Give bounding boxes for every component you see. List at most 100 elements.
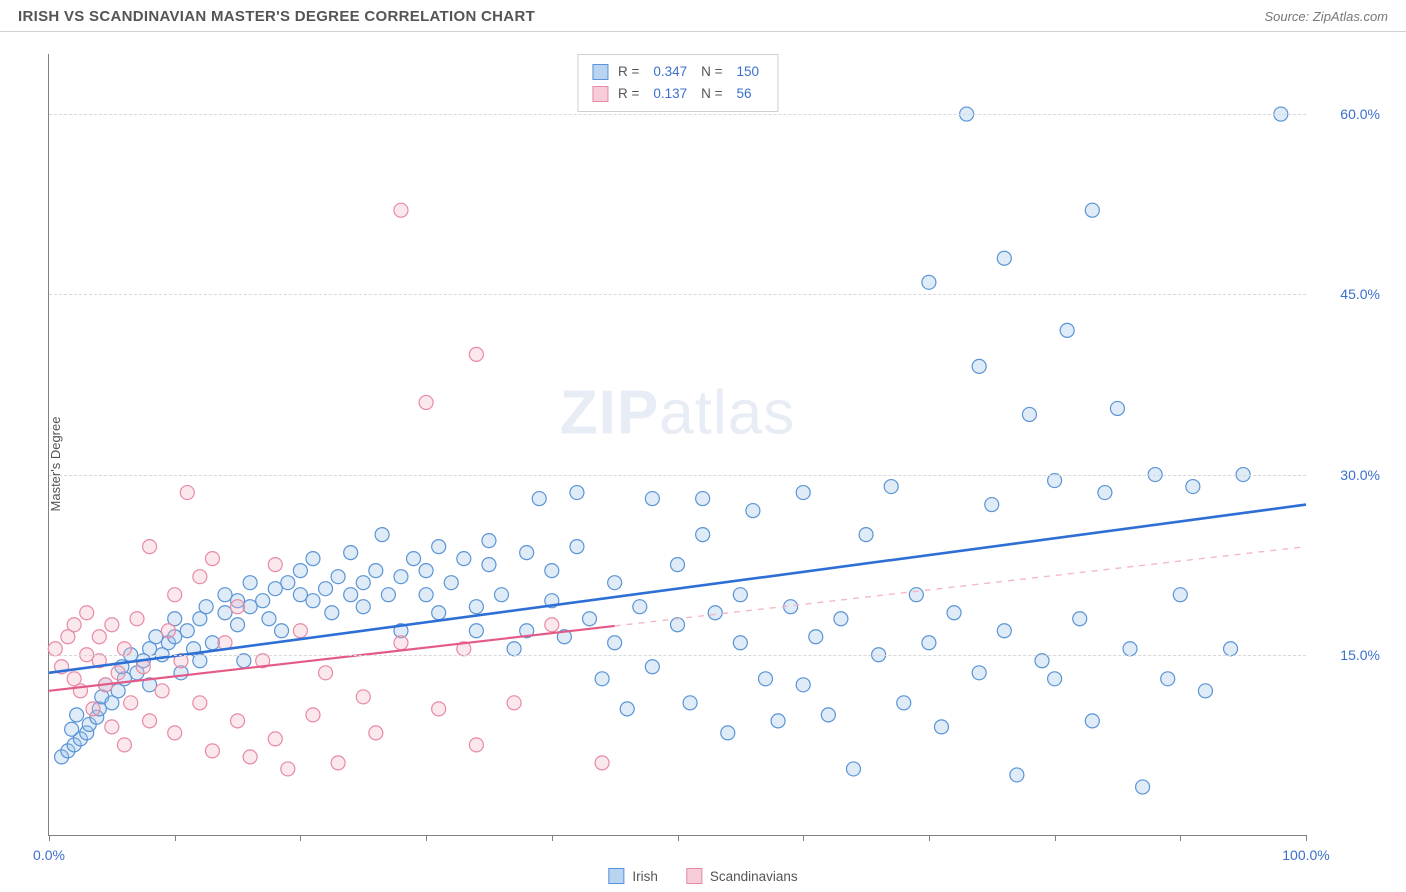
scatter-point bbox=[306, 552, 320, 566]
scatter-point bbox=[124, 696, 138, 710]
scatter-point bbox=[771, 714, 785, 728]
x-tick bbox=[1180, 835, 1181, 841]
scatter-point bbox=[520, 546, 534, 560]
scatter-point bbox=[168, 588, 182, 602]
scatter-point bbox=[608, 636, 622, 650]
scatter-point bbox=[997, 251, 1011, 265]
scatter-point bbox=[48, 642, 62, 656]
scatter-point bbox=[469, 347, 483, 361]
legend-swatch bbox=[686, 868, 702, 884]
scatter-point bbox=[293, 624, 307, 638]
scatter-point bbox=[1035, 654, 1049, 668]
legend-swatch bbox=[608, 868, 624, 884]
scatter-point bbox=[268, 558, 282, 572]
scatter-point bbox=[721, 726, 735, 740]
scatter-point bbox=[733, 588, 747, 602]
scatter-point bbox=[218, 606, 232, 620]
x-tick-label: 0.0% bbox=[33, 847, 65, 863]
y-tick-label: 15.0% bbox=[1314, 647, 1380, 663]
scatter-point bbox=[746, 504, 760, 518]
scatter-point bbox=[683, 696, 697, 710]
scatter-point bbox=[821, 708, 835, 722]
scatter-point bbox=[65, 722, 79, 736]
y-tick-label: 60.0% bbox=[1314, 106, 1380, 122]
scatter-point bbox=[583, 612, 597, 626]
scatter-point bbox=[306, 708, 320, 722]
scatter-point bbox=[972, 666, 986, 680]
scatter-point bbox=[1173, 588, 1187, 602]
scatter-point bbox=[143, 714, 157, 728]
regression-line bbox=[49, 505, 1306, 673]
chart-source: Source: ZipAtlas.com bbox=[1264, 9, 1388, 24]
x-tick bbox=[426, 835, 427, 841]
scatter-point bbox=[394, 570, 408, 584]
scatter-point bbox=[708, 606, 722, 620]
scatter-point bbox=[985, 498, 999, 512]
plot-region: ZIPatlas R =0.347N =150R =0.137N =56 15.… bbox=[48, 54, 1306, 836]
scatter-point bbox=[1073, 612, 1087, 626]
x-tick-label: 100.0% bbox=[1282, 847, 1329, 863]
scatter-point bbox=[155, 684, 169, 698]
scatter-point bbox=[545, 618, 559, 632]
scatter-point bbox=[834, 612, 848, 626]
scatter-point bbox=[218, 588, 232, 602]
scatter-point bbox=[205, 636, 219, 650]
scatter-point bbox=[1186, 480, 1200, 494]
x-tick bbox=[175, 835, 176, 841]
scatter-point bbox=[231, 600, 245, 614]
scatter-point bbox=[331, 756, 345, 770]
scatter-point bbox=[922, 636, 936, 650]
scatter-point bbox=[130, 612, 144, 626]
scatter-point bbox=[671, 618, 685, 632]
scatter-point bbox=[117, 738, 131, 752]
scatter-point bbox=[231, 714, 245, 728]
scatter-point bbox=[1085, 714, 1099, 728]
scatter-point bbox=[972, 359, 986, 373]
y-tick-label: 45.0% bbox=[1314, 286, 1380, 302]
scatter-point bbox=[1060, 323, 1074, 337]
scatter-point bbox=[407, 552, 421, 566]
scatter-point bbox=[897, 696, 911, 710]
chart-header: IRISH VS SCANDINAVIAN MASTER'S DEGREE CO… bbox=[0, 0, 1406, 32]
scatter-point bbox=[1022, 407, 1036, 421]
scatter-point bbox=[419, 564, 433, 578]
scatter-point bbox=[231, 618, 245, 632]
x-tick bbox=[803, 835, 804, 841]
legend-label: Scandinavians bbox=[710, 869, 798, 884]
scatter-point bbox=[356, 690, 370, 704]
scatter-point bbox=[1010, 768, 1024, 782]
scatter-point bbox=[796, 486, 810, 500]
scatter-point bbox=[570, 486, 584, 500]
x-tick bbox=[552, 835, 553, 841]
gridline-h bbox=[49, 294, 1306, 295]
scatter-point bbox=[243, 600, 257, 614]
scatter-point bbox=[293, 588, 307, 602]
gridline-h bbox=[49, 114, 1306, 115]
scatter-point bbox=[344, 588, 358, 602]
bottom-legend: IrishScandinavians bbox=[608, 868, 797, 884]
scatter-point bbox=[432, 606, 446, 620]
scatter-point bbox=[275, 624, 289, 638]
scatter-point bbox=[444, 576, 458, 590]
scatter-point bbox=[80, 606, 94, 620]
scatter-point bbox=[193, 570, 207, 584]
x-tick bbox=[300, 835, 301, 841]
scatter-point bbox=[1224, 642, 1238, 656]
x-tick bbox=[678, 835, 679, 841]
scatter-point bbox=[193, 654, 207, 668]
scatter-point bbox=[243, 576, 257, 590]
scatter-point bbox=[595, 756, 609, 770]
scatter-point bbox=[469, 600, 483, 614]
scatter-point bbox=[67, 618, 81, 632]
scatter-point bbox=[608, 576, 622, 590]
scatter-point bbox=[331, 570, 345, 584]
scatter-point bbox=[149, 630, 163, 644]
scatter-point bbox=[1048, 474, 1062, 488]
plot-svg bbox=[49, 54, 1306, 835]
scatter-point bbox=[325, 606, 339, 620]
scatter-point bbox=[281, 576, 295, 590]
scatter-point bbox=[758, 672, 772, 686]
scatter-point bbox=[86, 702, 100, 716]
scatter-point bbox=[306, 594, 320, 608]
scatter-point bbox=[375, 528, 389, 542]
